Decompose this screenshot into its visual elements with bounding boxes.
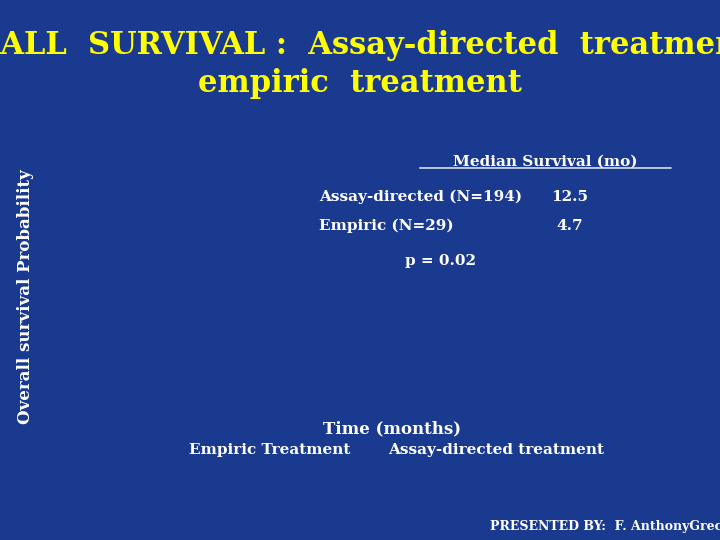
Text: 12.5: 12.5 <box>552 190 588 204</box>
Text: Assay-directed (N=194): Assay-directed (N=194) <box>319 190 522 205</box>
Text: empiric  treatment: empiric treatment <box>198 68 522 99</box>
Text: Assay-directed treatment: Assay-directed treatment <box>389 443 605 457</box>
Text: Overall survival Probability: Overall survival Probability <box>17 170 34 424</box>
Text: Time (months): Time (months) <box>323 420 462 437</box>
Text: Empiric Treatment: Empiric Treatment <box>189 443 351 457</box>
Text: 4.7: 4.7 <box>557 219 583 233</box>
Text: p = 0.02: p = 0.02 <box>405 254 476 268</box>
Text: PRESENTED BY:  F. AnthonyGreco, MD: PRESENTED BY: F. AnthonyGreco, MD <box>490 520 720 533</box>
Text: OVERALL  SURVIVAL :  Assay-directed  treatment  vs.: OVERALL SURVIVAL : Assay-directed treatm… <box>0 30 720 62</box>
Text: Empiric (N=29): Empiric (N=29) <box>319 219 454 233</box>
Text: Median Survival (mo): Median Survival (mo) <box>453 154 638 168</box>
